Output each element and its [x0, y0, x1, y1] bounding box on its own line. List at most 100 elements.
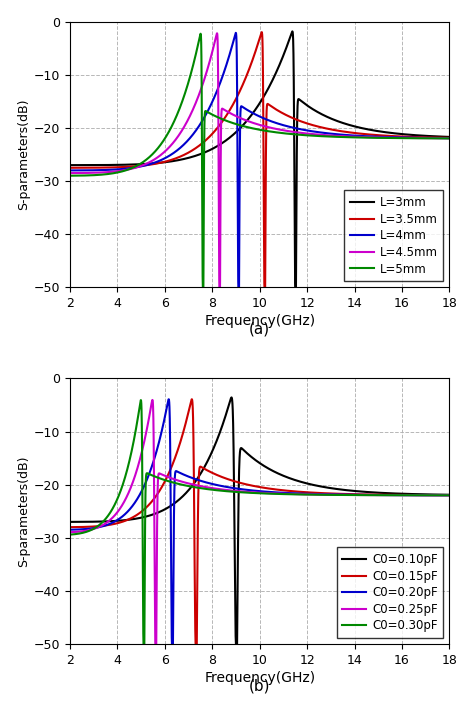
C0=0.15pF	[67, 523, 73, 532]
C0=0.20pF	[212, 481, 218, 489]
L=3.5mm	[379, 131, 385, 139]
Line: L=4.5mm: L=4.5mm	[70, 33, 449, 287]
L=4.5mm	[136, 162, 142, 171]
L=5mm	[350, 133, 356, 142]
C0=0.10pF	[67, 518, 73, 526]
Text: (b): (b)	[249, 679, 271, 694]
Line: C0=0.15pF: C0=0.15pF	[70, 399, 449, 644]
C0=0.20pF	[379, 491, 385, 499]
X-axis label: Frequency(GHz): Frequency(GHz)	[204, 314, 315, 329]
C0=0.30pF	[138, 396, 144, 404]
L=4mm	[379, 132, 385, 141]
L=3mm	[212, 143, 218, 152]
L=3mm	[447, 132, 452, 141]
Line: L=5mm: L=5mm	[70, 34, 449, 287]
L=4mm	[233, 28, 238, 37]
C0=0.20pF	[314, 490, 320, 498]
Y-axis label: S-parameters(dB): S-parameters(dB)	[17, 98, 30, 210]
C0=0.25pF	[212, 484, 218, 493]
L=3.5mm	[350, 129, 356, 137]
L=3mm	[314, 108, 320, 116]
C0=0.10pF	[233, 640, 239, 649]
L=4mm	[67, 166, 73, 175]
C0=0.15pF	[136, 509, 142, 518]
L=3.5mm	[262, 283, 267, 292]
C0=0.25pF	[67, 528, 73, 537]
L=5mm	[198, 30, 203, 38]
C0=0.25pF	[153, 640, 158, 649]
C0=0.10pF	[314, 481, 320, 490]
C0=0.25pF	[314, 491, 320, 499]
X-axis label: Frequency(GHz): Frequency(GHz)	[204, 671, 315, 685]
L=5mm	[200, 283, 206, 292]
C0=0.25pF	[447, 491, 452, 500]
C0=0.10pF	[228, 393, 234, 401]
C0=0.10pF	[350, 486, 356, 495]
L=3.5mm	[295, 116, 301, 125]
C0=0.30pF	[67, 530, 73, 539]
L=4.5mm	[295, 128, 301, 137]
C0=0.20pF	[67, 525, 73, 534]
Line: L=3mm: L=3mm	[70, 31, 449, 287]
L=5mm	[314, 132, 320, 140]
Line: C0=0.10pF: C0=0.10pF	[70, 397, 449, 644]
L=3mm	[136, 160, 142, 169]
L=3mm	[350, 122, 356, 130]
C0=0.10pF	[212, 440, 218, 449]
C0=0.20pF	[136, 492, 142, 501]
C0=0.30pF	[136, 406, 142, 415]
L=3.5mm	[259, 28, 264, 36]
C0=0.30pF	[314, 491, 320, 499]
C0=0.25pF	[295, 490, 301, 498]
Line: L=4mm: L=4mm	[70, 33, 449, 287]
C0=0.25pF	[149, 396, 155, 404]
C0=0.20pF	[166, 395, 172, 404]
L=4mm	[236, 283, 241, 292]
L=4.5mm	[379, 133, 385, 142]
C0=0.25pF	[136, 459, 142, 467]
L=4mm	[350, 131, 356, 139]
L=4mm	[295, 125, 301, 133]
L=3mm	[290, 27, 295, 35]
C0=0.30pF	[141, 640, 146, 649]
C0=0.10pF	[295, 476, 301, 485]
L=4mm	[212, 91, 218, 100]
Legend: L=3mm, L=3.5mm, L=4mm, L=4.5mm, L=5mm: L=3mm, L=3.5mm, L=4mm, L=4.5mm, L=5mm	[344, 190, 444, 282]
L=5mm	[212, 112, 218, 120]
L=3mm	[379, 127, 385, 136]
L=3.5mm	[212, 127, 218, 135]
L=4mm	[447, 134, 452, 142]
C0=0.15pF	[212, 470, 218, 479]
L=3.5mm	[447, 134, 452, 142]
L=4mm	[314, 127, 320, 136]
L=4mm	[136, 163, 142, 171]
C0=0.10pF	[447, 491, 452, 499]
L=4.5mm	[67, 169, 73, 177]
C0=0.30pF	[212, 486, 218, 494]
L=4.5mm	[212, 37, 218, 45]
C0=0.15pF	[447, 491, 452, 499]
L=3mm	[292, 283, 298, 292]
Line: L=3.5mm: L=3.5mm	[70, 32, 449, 287]
C0=0.20pF	[295, 489, 301, 498]
L=4.5mm	[447, 134, 452, 142]
L=3mm	[295, 98, 301, 107]
L=3.5mm	[67, 164, 73, 172]
Line: C0=0.25pF: C0=0.25pF	[70, 400, 449, 644]
C0=0.20pF	[350, 491, 356, 499]
L=4.5mm	[314, 130, 320, 139]
Line: C0=0.30pF: C0=0.30pF	[70, 400, 449, 644]
Legend: C0=0.10pF, C0=0.15pF, C0=0.20pF, C0=0.25pF, C0=0.30pF: C0=0.10pF, C0=0.15pF, C0=0.20pF, C0=0.25…	[337, 547, 444, 638]
L=3.5mm	[314, 122, 320, 130]
L=4.5mm	[350, 132, 356, 141]
C0=0.30pF	[379, 491, 385, 499]
L=4.5mm	[217, 283, 222, 292]
C0=0.20pF	[447, 491, 452, 500]
L=3mm	[67, 161, 73, 169]
L=5mm	[379, 134, 385, 142]
C0=0.20pF	[169, 640, 175, 649]
L=5mm	[67, 171, 73, 180]
L=5mm	[447, 134, 452, 142]
L=4.5mm	[214, 29, 220, 38]
C0=0.15pF	[379, 491, 385, 499]
